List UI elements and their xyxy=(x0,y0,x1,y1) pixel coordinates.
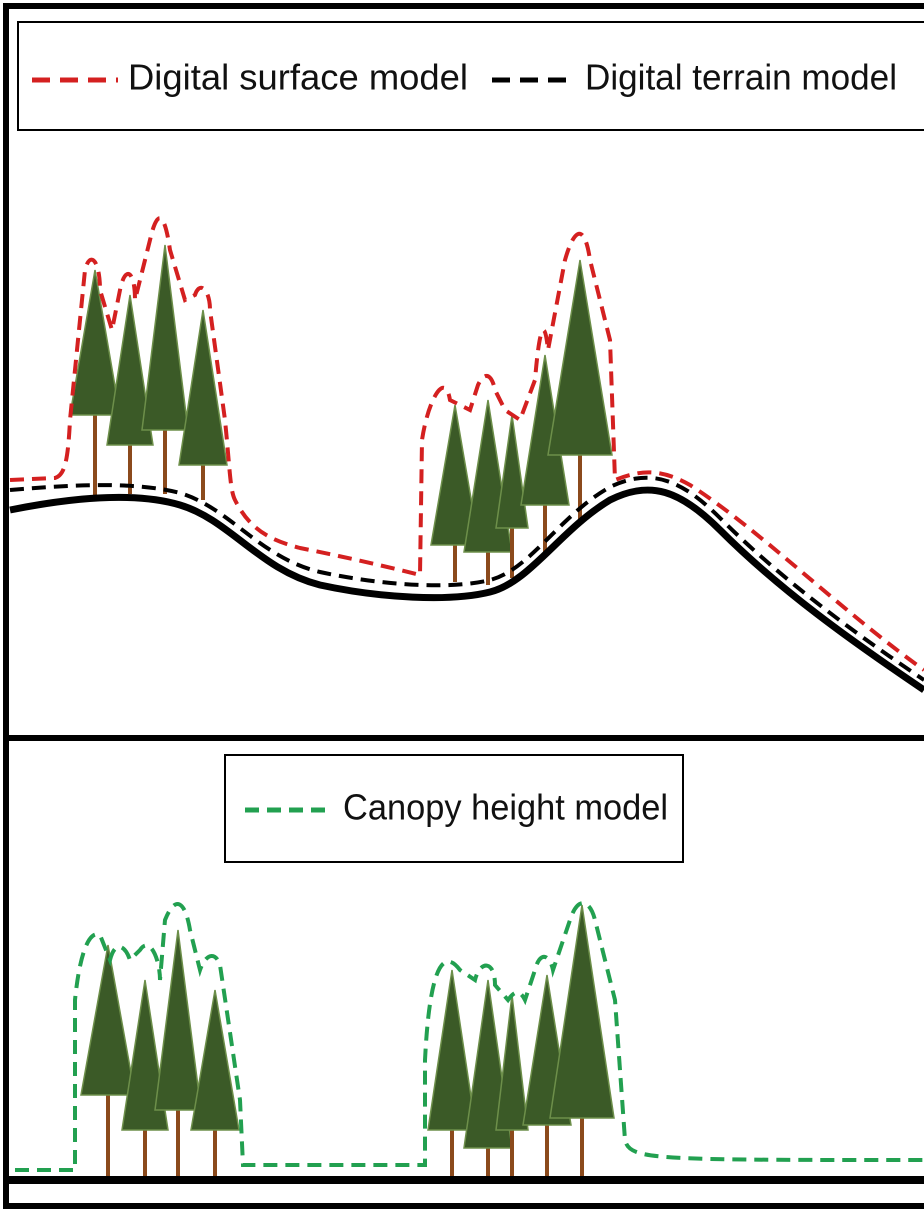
tree-crown xyxy=(495,994,529,1131)
dsm-line xyxy=(9,216,924,672)
tree-crown xyxy=(178,309,228,466)
tree-crown xyxy=(141,244,189,431)
tree-crown xyxy=(190,989,240,1131)
tree-crown xyxy=(495,414,529,529)
tree-crown xyxy=(549,904,615,1119)
tree-group xyxy=(80,904,615,1178)
legend-label: Digital terrain model xyxy=(585,57,897,98)
chm-line xyxy=(15,901,924,1172)
tree-crown xyxy=(80,944,136,1096)
tree-crown xyxy=(154,929,202,1111)
tree-crown xyxy=(547,259,613,456)
tree-group xyxy=(69,244,613,585)
legend-label: Canopy height model xyxy=(343,787,668,828)
tree-crown xyxy=(427,969,477,1131)
tree-crown xyxy=(430,404,480,546)
legend-label: Digital surface model xyxy=(128,57,468,98)
tree-crown xyxy=(106,294,154,446)
legend-box xyxy=(17,21,924,131)
ground-surface xyxy=(9,486,924,693)
tree-crown xyxy=(69,269,121,416)
frame xyxy=(3,3,924,1209)
